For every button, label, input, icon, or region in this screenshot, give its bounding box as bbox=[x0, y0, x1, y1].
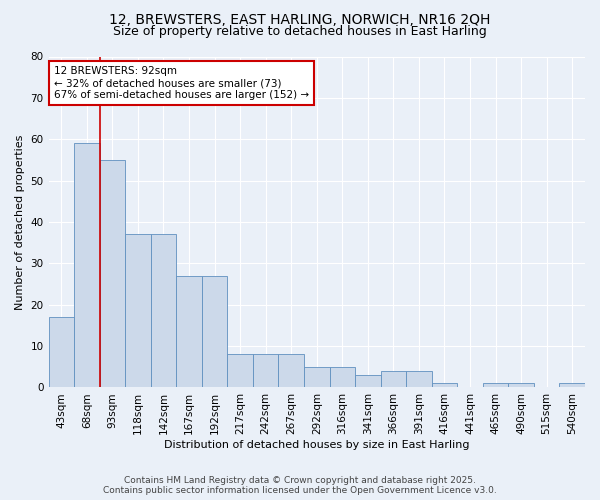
Text: Contains HM Land Registry data © Crown copyright and database right 2025.
Contai: Contains HM Land Registry data © Crown c… bbox=[103, 476, 497, 495]
Bar bbox=[559, 384, 585, 388]
Y-axis label: Number of detached properties: Number of detached properties bbox=[15, 134, 25, 310]
Bar bbox=[125, 234, 151, 388]
Bar bbox=[202, 276, 227, 388]
Bar bbox=[355, 375, 380, 388]
Bar bbox=[176, 276, 202, 388]
Bar bbox=[432, 384, 457, 388]
Bar bbox=[227, 354, 253, 388]
X-axis label: Distribution of detached houses by size in East Harling: Distribution of detached houses by size … bbox=[164, 440, 470, 450]
Bar bbox=[483, 384, 508, 388]
Bar bbox=[151, 234, 176, 388]
Text: 12, BREWSTERS, EAST HARLING, NORWICH, NR16 2QH: 12, BREWSTERS, EAST HARLING, NORWICH, NR… bbox=[109, 12, 491, 26]
Text: Size of property relative to detached houses in East Harling: Size of property relative to detached ho… bbox=[113, 25, 487, 38]
Bar bbox=[278, 354, 304, 388]
Bar bbox=[380, 371, 406, 388]
Bar bbox=[74, 144, 100, 388]
Text: 12 BREWSTERS: 92sqm
← 32% of detached houses are smaller (73)
67% of semi-detach: 12 BREWSTERS: 92sqm ← 32% of detached ho… bbox=[54, 66, 309, 100]
Bar bbox=[406, 371, 432, 388]
Bar bbox=[304, 367, 329, 388]
Bar bbox=[49, 317, 74, 388]
Bar bbox=[100, 160, 125, 388]
Bar bbox=[253, 354, 278, 388]
Bar bbox=[508, 384, 534, 388]
Bar bbox=[329, 367, 355, 388]
